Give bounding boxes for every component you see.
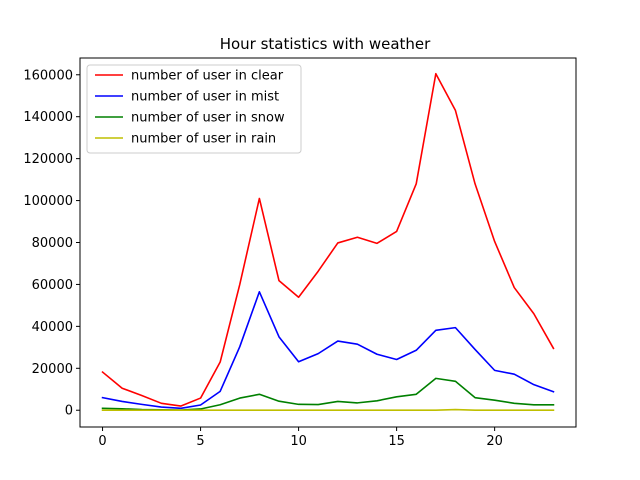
- y-tick-label: 140000: [23, 110, 73, 125]
- legend: number of user in clear number of user in…: [86, 64, 302, 154]
- chart-title: Hour statistics with weather: [220, 35, 431, 53]
- x-tick-label: 5: [196, 434, 204, 449]
- y-tick-label: 40000: [32, 320, 73, 335]
- y-tick-label: 100000: [23, 194, 73, 209]
- series-line-1: [101, 72, 555, 407]
- y-tick-label: 60000: [32, 278, 73, 293]
- legend-label: number of user in snow: [131, 111, 285, 126]
- series-line-4: [101, 408, 555, 412]
- y-tick-label: 160000: [23, 68, 73, 83]
- x-tick-label: 20: [486, 434, 503, 449]
- y-tick-label: 80000: [32, 236, 73, 251]
- y-axis: 0 20000 40000 60000 80000 100000 120000 140000 1…: [23, 68, 80, 419]
- x-tick-label: 10: [290, 434, 307, 449]
- x-axis: 0 5 10 15 20: [98, 427, 503, 449]
- legend-box: [86, 64, 302, 154]
- plot-frame: [79, 57, 577, 428]
- x-tick-label: 0: [98, 434, 106, 449]
- x-tick-label: 15: [388, 434, 405, 449]
- series-line-2: [101, 290, 555, 410]
- plot-lines: [101, 72, 555, 412]
- legend-label: number of user in rain: [131, 132, 276, 147]
- y-tick-label: 0: [65, 404, 73, 419]
- legend-label: number of user in mist: [131, 90, 279, 105]
- legend-label: number of user in clear: [131, 69, 284, 84]
- y-tick-label: 120000: [23, 152, 73, 167]
- y-tick-label: 20000: [32, 362, 73, 377]
